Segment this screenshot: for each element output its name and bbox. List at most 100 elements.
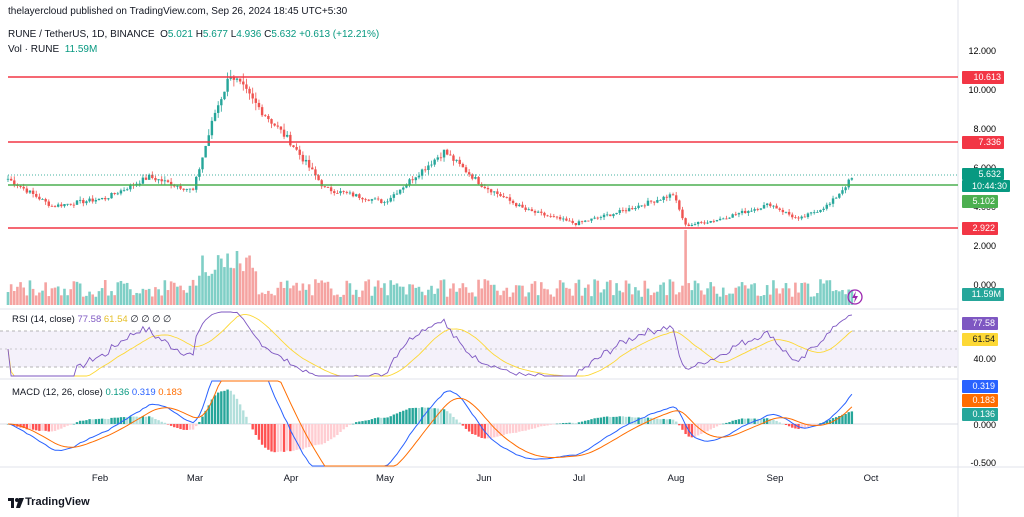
macd-histogram-bar xyxy=(731,420,734,424)
macd-histogram-bar xyxy=(511,424,515,433)
volume-bar xyxy=(138,293,142,305)
candle-body xyxy=(747,210,750,214)
candle-body xyxy=(562,218,565,220)
badge-macd-hist: 0.136 xyxy=(962,408,998,421)
candle-body xyxy=(797,217,800,219)
volume-bar xyxy=(398,286,402,305)
candle-body xyxy=(19,185,22,187)
macd-histogram-bar xyxy=(163,422,167,424)
candle-body xyxy=(417,175,421,178)
candle-body xyxy=(395,193,399,195)
macd-histogram-bar xyxy=(477,424,480,437)
macd-histogram-bar xyxy=(489,424,493,439)
ohlc-legend[interactable]: RUNE / TetherUS, 1D, BINANCE O5.021 H5.6… xyxy=(8,29,379,40)
macd-histogram-bar xyxy=(129,416,132,424)
volume-bar xyxy=(182,290,185,305)
candle-body xyxy=(703,222,706,224)
candle-body xyxy=(781,209,785,213)
macd-histogram-bar xyxy=(242,410,245,424)
macd-histogram-bar xyxy=(806,424,810,427)
macd-histogram-bar xyxy=(66,424,69,426)
volume-bar xyxy=(292,285,295,305)
price-tick: 12.000 xyxy=(968,46,996,56)
macd-histogram-bar xyxy=(458,422,461,424)
volume-bar xyxy=(370,295,374,305)
macd-histogram-bar xyxy=(97,418,101,424)
macd-histogram-bar xyxy=(420,407,424,424)
close-value: 5.632 xyxy=(271,29,297,40)
macd-histogram-bar xyxy=(819,423,822,424)
volume-legend[interactable]: Vol · RUNE 11.59M xyxy=(8,44,97,55)
volume-bar xyxy=(28,280,32,305)
candle-body xyxy=(402,187,405,190)
candle-body xyxy=(740,210,744,214)
volume-bar xyxy=(276,287,280,305)
month-label: Mar xyxy=(187,473,203,484)
brand-logo[interactable]: TradingView xyxy=(8,496,90,508)
volume-bar xyxy=(514,285,518,305)
volume-bar xyxy=(116,282,120,305)
volume-bar xyxy=(580,295,584,305)
candle-body xyxy=(351,192,355,197)
volume-bar xyxy=(756,295,760,305)
candle-body xyxy=(483,186,487,189)
close-label: C xyxy=(264,29,272,40)
candle-body xyxy=(210,120,214,136)
candle-body xyxy=(31,190,35,194)
macd-histogram-bar xyxy=(235,398,239,424)
candle-body xyxy=(477,177,480,185)
candle-body xyxy=(590,218,593,221)
low-value: 4.936 xyxy=(236,29,262,40)
candle-body xyxy=(94,200,98,202)
macd-histogram-bar xyxy=(527,424,530,430)
candle-body xyxy=(285,134,289,137)
volume-bar xyxy=(684,230,687,305)
candle-body xyxy=(834,197,838,199)
badge-resistance-10613: 10.613 xyxy=(962,71,1004,84)
macd-histogram-bar xyxy=(380,417,383,424)
volume-bar xyxy=(298,290,302,305)
rsi-lines xyxy=(7,311,853,377)
macd-histogram-bar xyxy=(518,424,521,432)
candle-body xyxy=(169,181,173,186)
volume-bar xyxy=(31,288,35,305)
candle-body xyxy=(141,177,145,184)
volume-bar xyxy=(555,288,559,305)
macd-histogram-bar xyxy=(44,424,47,431)
candle-body xyxy=(681,209,684,219)
month-label: Aug xyxy=(668,473,685,484)
volume-bar xyxy=(458,288,462,305)
rsi-legend[interactable]: RSI (14, close) 77.58 61.54 ∅ ∅ ∅ ∅ xyxy=(12,314,171,325)
macd-histogram-bar xyxy=(524,424,527,431)
volume-bar xyxy=(640,296,643,305)
time-axis[interactable]: Feb Mar Apr May Jun Jul Aug Sep Oct xyxy=(92,473,879,484)
volume-bar xyxy=(392,284,396,305)
macd-histogram-bar xyxy=(712,424,716,428)
volume-bar xyxy=(583,287,587,305)
candle-body xyxy=(684,218,687,225)
macd-histogram-bar xyxy=(376,417,380,424)
volume-bar xyxy=(307,284,311,305)
tradingview-logo-icon xyxy=(8,497,24,508)
badge-macd-line: 0.319 xyxy=(962,380,998,393)
volume-bar xyxy=(577,279,581,305)
macd-histogram-bar xyxy=(445,411,449,424)
volume-bar xyxy=(289,288,292,305)
macd-histogram-bar xyxy=(333,424,336,438)
month-label: Feb xyxy=(92,473,108,484)
candle-body xyxy=(731,214,734,218)
macd-histogram-bar xyxy=(405,409,408,424)
macd-histogram-bar xyxy=(696,424,700,436)
macd-histogram-bar xyxy=(116,417,119,424)
open-label: O xyxy=(160,29,168,40)
macd-legend[interactable]: MACD (12, 26, close) 0.136 0.319 0.183 xyxy=(12,387,182,398)
candle-body xyxy=(326,187,330,188)
volume-bar xyxy=(22,287,25,305)
macd-histogram-bar xyxy=(138,417,141,424)
bolt-icon[interactable] xyxy=(847,289,863,305)
candle-body xyxy=(718,218,722,221)
candle-body xyxy=(574,222,578,226)
macd-histogram-bar xyxy=(383,417,386,424)
macd-histogram-bar xyxy=(282,424,286,452)
